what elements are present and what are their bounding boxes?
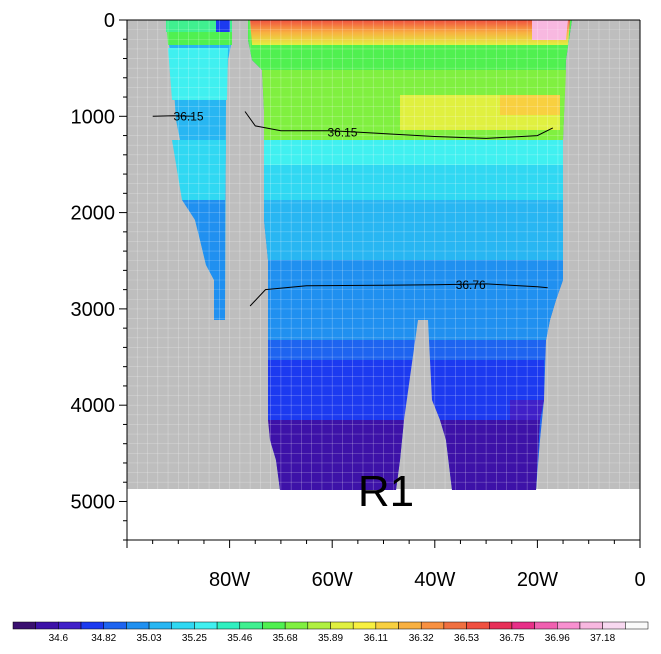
contour-label: 36.76 — [456, 278, 486, 292]
colorbar-label: 35.68 — [273, 633, 298, 644]
x-tick-label: 0 — [634, 569, 645, 591]
colorbar-swatch — [534, 621, 558, 630]
colorbar-swatch — [420, 621, 445, 630]
colorbar-swatch — [557, 621, 581, 630]
colorbar-swatch — [579, 621, 603, 630]
y-axis: 0 1000 2000 3000 4000 5000 — [71, 10, 127, 541]
grid — [127, 20, 640, 493]
y-tick-label: 5000 — [71, 491, 116, 513]
x-tick-label: 40W — [414, 569, 455, 591]
region-annotation: R1 — [358, 467, 414, 516]
colorbar-swatch — [466, 621, 490, 630]
colorbar-swatch — [375, 621, 399, 630]
section-field — [127, 20, 640, 490]
colorbar-label: 35.03 — [137, 633, 162, 644]
colorbar-swatch — [511, 621, 535, 630]
colorbar-label: 34.6 — [49, 633, 69, 644]
y-tick-label: 2000 — [71, 203, 116, 225]
y-tick-label: 3000 — [71, 299, 116, 321]
colorbar-swatch — [103, 621, 127, 630]
x-tick-label: 80W — [209, 569, 250, 591]
contour-line — [244, 111, 554, 139]
colorbar-swatch — [80, 621, 104, 630]
colorbar-swatch — [443, 621, 467, 630]
colorbar-swatch — [216, 621, 241, 630]
colorbar-swatch — [330, 621, 354, 630]
contour-line — [249, 283, 548, 307]
contour-label: 36.15 — [174, 109, 204, 123]
colorbar-label: 36.32 — [409, 633, 434, 644]
colorbar-swatch — [148, 621, 172, 630]
colorbar-label: 35.25 — [182, 633, 207, 644]
colorbar-label: 36.53 — [454, 633, 479, 644]
y-tick-label: 0 — [104, 10, 115, 32]
contour-label: 36.15 — [327, 126, 357, 140]
colorbar-label: 35.46 — [227, 633, 252, 644]
x-tick-label: 60W — [312, 569, 353, 591]
colorbar-label: 36.75 — [499, 633, 524, 644]
colorbar-swatch — [602, 621, 626, 630]
colorbar-swatch — [35, 621, 59, 630]
colorbar-swatch — [489, 621, 513, 630]
colorbar-swatch — [398, 621, 422, 630]
colorbar-swatch — [58, 621, 82, 630]
colorbar-label: 35.89 — [318, 633, 343, 644]
colorbar-label: 37.18 — [590, 633, 615, 644]
x-tick-label: 20W — [517, 569, 558, 591]
y-tick-label: 1000 — [71, 106, 116, 128]
y-tick-label: 4000 — [71, 395, 116, 417]
contour-line — [152, 115, 194, 117]
colorbar-swatch — [194, 621, 218, 630]
x-axis: 80W 60W 40W 20W 0 — [126, 540, 646, 591]
colorbar-label: 36.96 — [545, 633, 570, 644]
west-basin — [166, 20, 232, 320]
colorbar: 34.6 34.82 35.03 35.25 35.46 35.68 35.89 36.11 3… — [12, 621, 649, 644]
main-basin — [248, 20, 572, 490]
colorbar-swatch — [284, 621, 309, 630]
colorbar-swatch — [625, 621, 649, 630]
colorbar-swatch — [262, 621, 286, 630]
colorbar-swatch — [307, 621, 331, 630]
colorbar-swatch — [12, 621, 36, 630]
colorbar-swatch — [126, 621, 150, 630]
contour-lines: 36.15 36.15 36.76 — [152, 109, 554, 307]
colorbar-swatch — [352, 621, 377, 630]
colorbar-swatch — [239, 621, 263, 630]
colorbar-swatch — [171, 621, 195, 630]
colorbar-label: 36.11 — [364, 633, 389, 644]
colorbar-label: 34.82 — [91, 633, 116, 644]
